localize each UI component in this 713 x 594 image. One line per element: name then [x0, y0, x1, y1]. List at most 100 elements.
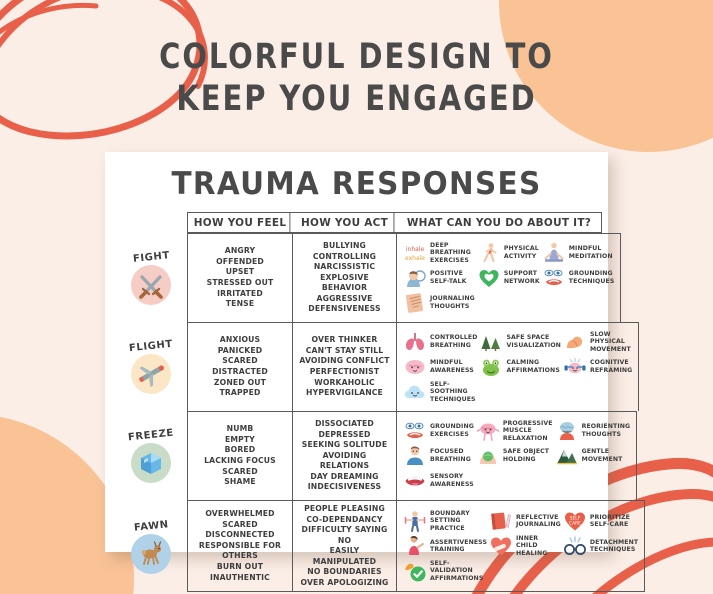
- strategy-item: REORIENTING THOUGHTS: [555, 419, 631, 443]
- strategy-label: BOUNDARY SETTING PRACTICE: [430, 509, 470, 532]
- feel-list-fight: ANGRY OFFENDED UPSET STRESSED OUT IRRITATED T…: [192, 246, 288, 309]
- heart-hands-icon: [477, 266, 501, 290]
- coral-scribble-bottom-right: [471, 457, 713, 594]
- cell-do-fawn: BOUNDARY SETTING PRACTICE REFLECTIVE JOUR…: [397, 501, 644, 591]
- forest-icon: [479, 330, 503, 354]
- cloud-icon: [403, 380, 427, 404]
- badge-label-freeze: FREEZE: [127, 427, 175, 444]
- list-item: EMPTY: [224, 434, 256, 444]
- self-care-heart-icon: SELF CARE: [563, 509, 587, 533]
- strategy-item: ASSERTIVENESS TRAINING: [403, 534, 487, 558]
- broken-cuffs-icon: [563, 534, 587, 558]
- list-item: ANXIOUS: [219, 335, 261, 345]
- cell-do-freeze: GROUNDING EXERCISES PROGRESSIVE MUSCLE RE…: [397, 412, 636, 500]
- head-brain-icon: [555, 419, 579, 443]
- strategy-item: BOUNDARY SETTING PRACTICE: [403, 509, 487, 533]
- strategy-item: INNER CHILD HEALING: [489, 534, 561, 558]
- strategy-label: COGNITIVE REFRAMING: [589, 359, 633, 374]
- feel-list-fawn: OVERWHELMED SCARED DISCONNECTED RESPONSIBLE…: [192, 509, 288, 583]
- strategy-item: COGNITIVE REFRAMING: [563, 355, 632, 379]
- strategy-label: SAFE SPACE VISUALIZATION: [506, 334, 561, 349]
- cell-feel-flight: ANXIOUS PANICKED SCARED DISTRACTED ZONED OUT…: [188, 323, 293, 411]
- list-item: SHAME: [224, 477, 256, 487]
- strategy-label: PROGRESSIVE MUSCLE RELAXATION: [502, 419, 553, 442]
- strategy-label: SAFE OBJECT HOLDING: [502, 448, 550, 463]
- list-item: PERFECTIONIST: [309, 367, 380, 376]
- list-item: ZONED OUT: [213, 377, 267, 387]
- runner-icon: [477, 241, 501, 265]
- svg-text:exhale: exhale: [405, 255, 425, 262]
- svg-text:inhale: inhale: [406, 246, 425, 253]
- senses-face-icon: [403, 419, 427, 443]
- journal-pen-icon: [489, 509, 513, 533]
- strategy-label: PRIORITIZE SELF-CARE: [589, 513, 630, 529]
- list-item: DIFFICULTY SAYING NO: [301, 525, 388, 545]
- badge-cell-fight: FIGHT: [115, 233, 187, 322]
- list-item: TRAPPED: [219, 388, 261, 398]
- list-item: AVOIDING CONFLICT: [299, 356, 390, 366]
- table-row-fawn: FAWN OVERWHELMED SCARED DISCONNECTED RESPON…: [115, 500, 646, 593]
- strategy-item: SENSORY AWARENESS: [403, 469, 474, 493]
- strategy-grid-fight: inhale exhale DEEP BREATHING EXERCISES PHYS…: [399, 237, 618, 319]
- brain-icon: [403, 355, 427, 379]
- strategy-label: CONTROLLED BREATHING: [430, 334, 478, 349]
- badge-circle-fawn: [131, 533, 171, 574]
- cell-act-flight: OVER THINKER CAN'T STAY STILL AVOIDING CON…: [293, 323, 397, 411]
- strategy-item: GROUNDING EXERCISES: [403, 419, 474, 443]
- ice-cube-icon: [141, 453, 161, 474]
- list-item: DISSOCIATED: [315, 419, 374, 429]
- strategy-item: PROGRESSIVE MUSCLE RELAXATION: [476, 419, 553, 443]
- page-headline: COLORFUL DESIGN TO KEEP YOU ENGAGED: [29, 36, 685, 120]
- strategy-label: GENTLE MOVEMENT: [581, 448, 623, 463]
- strategy-label: GROUNDING TECHNIQUES: [568, 270, 615, 285]
- list-item: OVER THINKER: [311, 335, 378, 345]
- badge-label-flight: FLIGHT: [128, 338, 174, 355]
- list-item: SCARED: [222, 519, 258, 529]
- table-row-freeze: FREEZE NUMB EMPTY BORED LACKING FOCUS SCARED…: [115, 411, 638, 500]
- list-item: INAUTHENTIC: [210, 572, 270, 582]
- act-list-freeze: DISSOCIATED DEPRESSED SEEKING SOLITUDE AVOI…: [297, 419, 392, 493]
- act-list-flight: OVER THINKER CAN'T STAY STILL AVOIDING CON…: [297, 335, 392, 398]
- cell-feel-freeze: NUMB EMPTY BORED LACKING FOCUS SCARED SHAME: [188, 412, 293, 500]
- strategy-item: GROUNDING TECHNIQUES: [542, 266, 615, 290]
- strategy-label: CALMING AFFIRMATIONS: [506, 359, 560, 374]
- cell-feel-fawn: OVERWHELMED SCARED DISCONNECTED RESPONSIBLE…: [188, 501, 293, 592]
- strategy-item: SUPPORT NETWORK: [477, 266, 540, 290]
- strategy-label: MINDFUL AWARENESS: [430, 359, 474, 374]
- mountain-icon: [555, 444, 579, 468]
- strategy-item: GENTLE MOVEMENT: [555, 444, 631, 468]
- strategy-item: SLOW PHYSICAL MOVEMENT: [563, 330, 632, 354]
- column-header-do: WHAT CAN YOU DO ABOUT IT?: [406, 216, 592, 229]
- strategy-label: ASSERTIVENESS TRAINING: [430, 538, 488, 554]
- feel-list-flight: ANXIOUS PANICKED SCARED DISTRACTED ZONED OUT…: [192, 335, 288, 398]
- list-item: HYPERVIGILANCE: [306, 388, 383, 398]
- list-item: SCARED: [222, 466, 258, 476]
- list-item: TENSE: [225, 299, 255, 309]
- list-item: PANICKED: [217, 345, 263, 355]
- list-item: BULLYING: [323, 241, 366, 251]
- list-item: DAY DREAMING: [310, 471, 379, 481]
- table-row-fight: FIGHT ANGRY OFFENDED UPSET STRESSED OUT IRRI…: [115, 233, 622, 322]
- list-item: EASILY MANIPULATED: [312, 546, 377, 566]
- badge-cell-fawn: FAWN: [115, 500, 187, 592]
- list-item: CONTROLLING: [312, 251, 377, 261]
- cell-feel-fight: ANGRY OFFENDED UPSET STRESSED OUT IRRITATED T…: [188, 234, 293, 322]
- list-item: DEPRESSED: [318, 429, 371, 439]
- strategy-item: MINDFUL MEDITATION: [542, 241, 615, 265]
- badge-circle-freeze: [131, 443, 171, 483]
- cell-act-fawn: PEOPLE PLEASING CO-DEPENDANCY DIFFICULTY S…: [293, 501, 397, 592]
- list-item: DISTRACTED: [212, 367, 268, 376]
- crossed-swords-icon: [139, 275, 163, 299]
- boundary-person-icon: [403, 509, 427, 533]
- table-header-row: HOW YOU FEEL HOW YOU ACT WHAT CAN YOU DO…: [115, 212, 602, 233]
- strategy-item: CONTROLLED BREATHING: [403, 330, 477, 354]
- list-item: DEFENSIVENESS: [308, 304, 381, 314]
- brain-weights-icon: [563, 355, 587, 379]
- feel-list-freeze: NUMB EMPTY BORED LACKING FOCUS SCARED SHAME: [192, 424, 288, 487]
- notebook-icon: [403, 291, 427, 315]
- strategy-item: SELF CARE PRIORITIZE SELF-CARE: [563, 509, 638, 533]
- list-item: BORED: [224, 445, 256, 455]
- deer-icon: [141, 541, 162, 565]
- list-item: AGGRESSIVE: [316, 293, 373, 303]
- list-item: OFFENDED: [216, 256, 264, 266]
